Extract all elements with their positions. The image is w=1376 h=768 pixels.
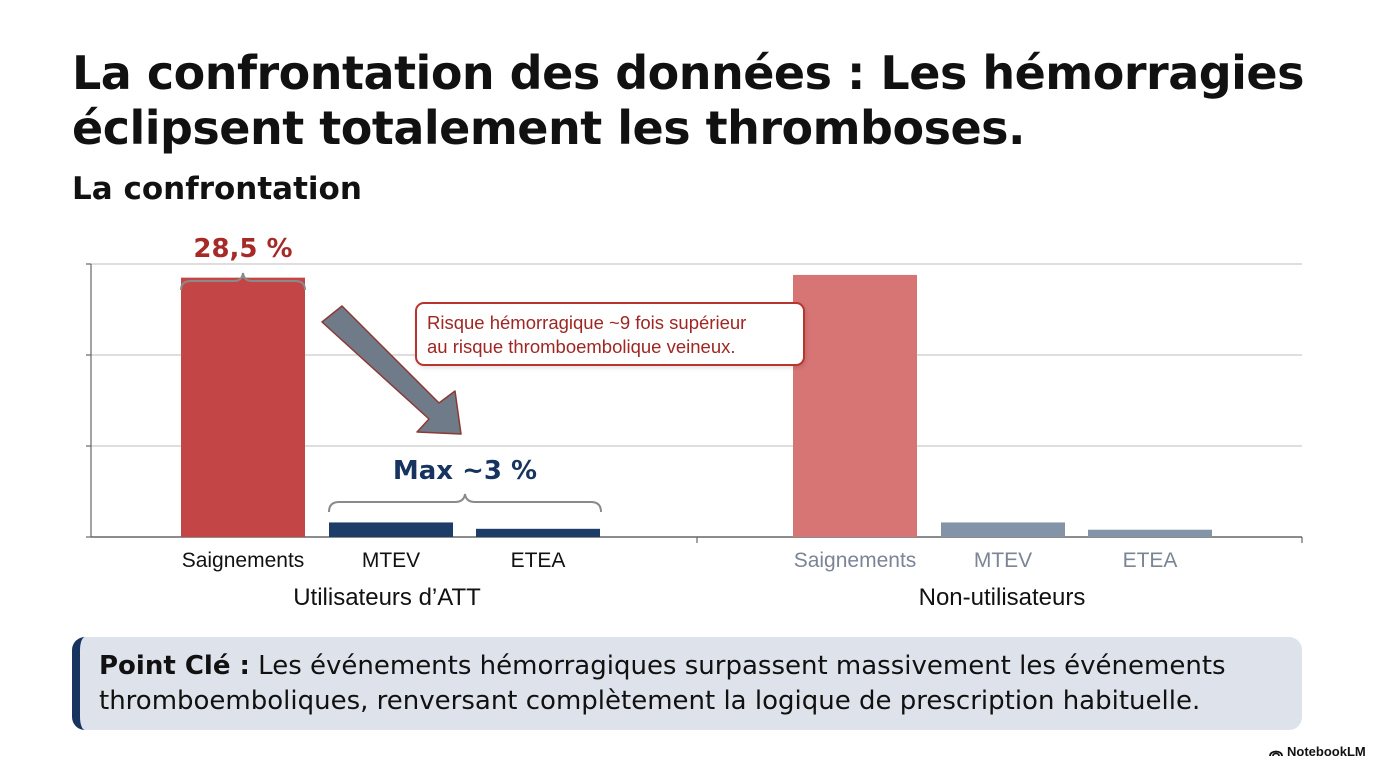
- x-tick-label: ETEA: [511, 549, 566, 572]
- notebooklm-icon: [1269, 750, 1283, 757]
- key-point-box: Point Clé : Les événements hémorragiques…: [72, 637, 1302, 730]
- down-arrow-icon: [321, 305, 462, 435]
- group-label: Utilisateurs d’ATT: [293, 584, 481, 611]
- bar-etea-group-2: [1088, 529, 1212, 537]
- bleeding-value-label: 28,5 %: [193, 234, 292, 264]
- callout-box: Risque hémorragique ~9 fois supérieur au…: [415, 302, 805, 366]
- x-tick-label: Saignements: [182, 549, 305, 572]
- x-tick-label: MTEV: [974, 549, 1032, 572]
- x-tick-label: Saignements: [794, 549, 917, 572]
- bracket-thrombotic: [328, 493, 602, 513]
- callout-line-2: au risque thromboembolique veineux.: [427, 336, 736, 357]
- chart-subtitle: La confrontation: [72, 171, 362, 207]
- group-label: Non-utilisateurs: [919, 584, 1086, 611]
- bar-saignements-group-1: [181, 277, 305, 537]
- bar-chart: Saignements MTEV ETEA Utilisateurs d’ATT Sai…: [86, 234, 1303, 611]
- bar-etea-group-1: [476, 528, 600, 537]
- key-point-text: Les événements hémorragiques surpassent …: [99, 651, 1226, 716]
- bracket-bleeding: [180, 272, 306, 291]
- max-value-label: Max ~3 %: [393, 456, 537, 486]
- page-title: La confrontation des données : Les hémor…: [72, 46, 1305, 155]
- callout-line-1: Risque hémorragique ~9 fois supérieur: [427, 312, 747, 333]
- bar-mtev-group-1: [329, 522, 453, 537]
- brand-name: NotebookLM: [1287, 744, 1366, 759]
- x-tick-label: MTEV: [362, 549, 420, 572]
- key-point-label: Point Clé :: [99, 651, 250, 681]
- x-tick-label: ETEA: [1123, 549, 1178, 572]
- bar-mtev-group-2: [941, 522, 1065, 537]
- brand-logo: NotebookLM: [1269, 744, 1366, 759]
- bar-saignements-group-2: [793, 274, 917, 537]
